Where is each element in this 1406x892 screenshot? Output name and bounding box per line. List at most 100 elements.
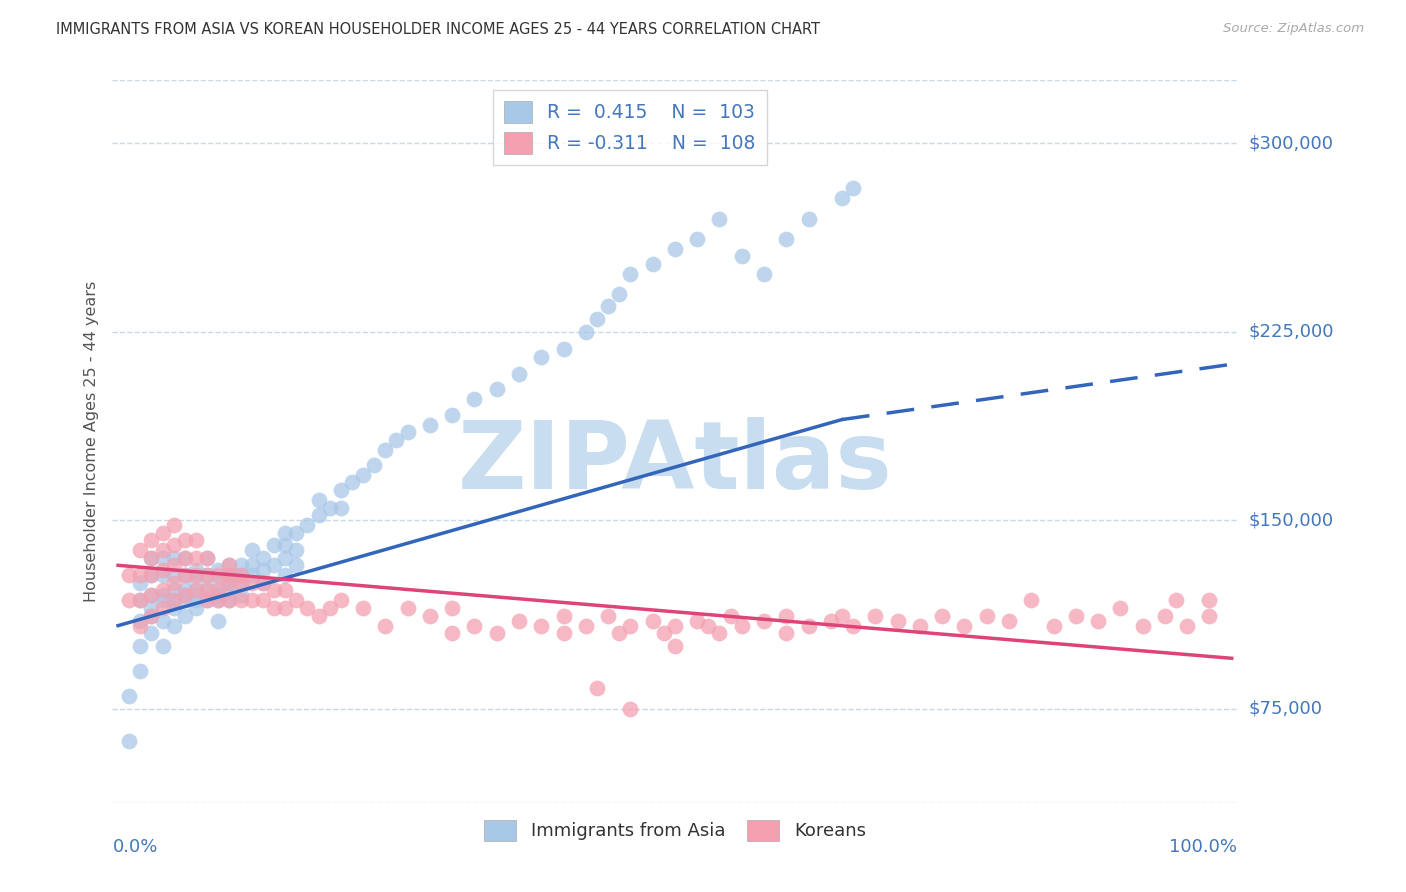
Point [163,575,186,590]
Point [195,568,218,582]
Point [1198,593,1220,607]
Point [352,601,374,615]
Text: 100.0%: 100.0% [1170,838,1237,855]
Point [173,589,195,603]
Point [141,550,163,565]
Point [207,593,229,607]
Point [218,558,240,573]
Point [141,533,163,548]
Point [596,300,619,314]
Point [285,525,308,540]
Point [173,593,195,607]
Point [152,525,174,540]
Point [195,583,218,598]
Text: IMMIGRANTS FROM ASIA VS KOREAN HOUSEHOLDER INCOME AGES 25 - 44 YEARS CORRELATION: IMMIGRANTS FROM ASIA VS KOREAN HOUSEHOLD… [56,22,820,37]
Point [886,614,908,628]
Point [152,583,174,598]
Point [530,350,553,364]
Point [908,618,931,632]
Point [731,249,754,263]
Point [1175,618,1198,632]
Point [697,618,720,632]
Point [229,593,252,607]
Point [129,639,152,653]
Point [285,593,308,607]
Point [184,593,207,607]
Point [553,626,575,640]
Point [129,593,152,607]
Point [842,618,865,632]
Point [141,626,163,640]
Point [586,312,609,326]
Point [129,593,152,607]
Point [152,639,174,653]
Point [152,589,174,603]
Point [252,575,274,590]
Point [1042,618,1064,632]
Point [163,568,186,582]
Y-axis label: Householder Income Ages 25 - 44 years: Householder Income Ages 25 - 44 years [83,281,98,602]
Point [163,593,186,607]
Point [218,568,240,582]
Text: $75,000: $75,000 [1249,699,1323,717]
Point [318,601,340,615]
Point [274,550,297,565]
Text: $225,000: $225,000 [1249,323,1334,341]
Point [152,568,174,582]
Point [229,575,252,590]
Point [195,583,218,598]
Point [775,608,797,623]
Point [575,618,598,632]
Point [184,601,207,615]
Point [820,614,842,628]
Point [1064,608,1087,623]
Point [173,550,195,565]
Point [720,608,742,623]
Point [118,734,141,748]
Point [641,614,664,628]
Point [207,593,229,607]
Point [263,601,285,615]
Point [396,601,419,615]
Point [485,626,508,640]
Point [485,383,508,397]
Legend: Immigrants from Asia, Koreans: Immigrants from Asia, Koreans [477,813,873,848]
Point [152,563,174,577]
Point [207,575,229,590]
Point [1164,593,1187,607]
Point [173,608,195,623]
Point [129,664,152,678]
Point [240,568,263,582]
Point [207,614,229,628]
Point [173,568,195,582]
Point [1154,608,1177,623]
Point [641,257,664,271]
Point [195,593,218,607]
Point [374,618,396,632]
Point [374,442,396,457]
Point [173,589,195,603]
Point [709,626,731,640]
Point [775,231,797,245]
Point [184,589,207,603]
Point [596,608,619,623]
Point [274,601,297,615]
Point [329,593,352,607]
Point [173,550,195,565]
Point [195,550,218,565]
Point [252,575,274,590]
Point [419,608,441,623]
Point [508,368,530,382]
Point [218,575,240,590]
Point [419,417,441,432]
Point [118,568,141,582]
Point [129,575,152,590]
Text: $150,000: $150,000 [1249,511,1333,529]
Point [141,608,163,623]
Point [252,550,274,565]
Point [463,392,485,407]
Point [163,558,186,573]
Point [1087,614,1109,628]
Point [607,626,630,640]
Point [575,325,598,339]
